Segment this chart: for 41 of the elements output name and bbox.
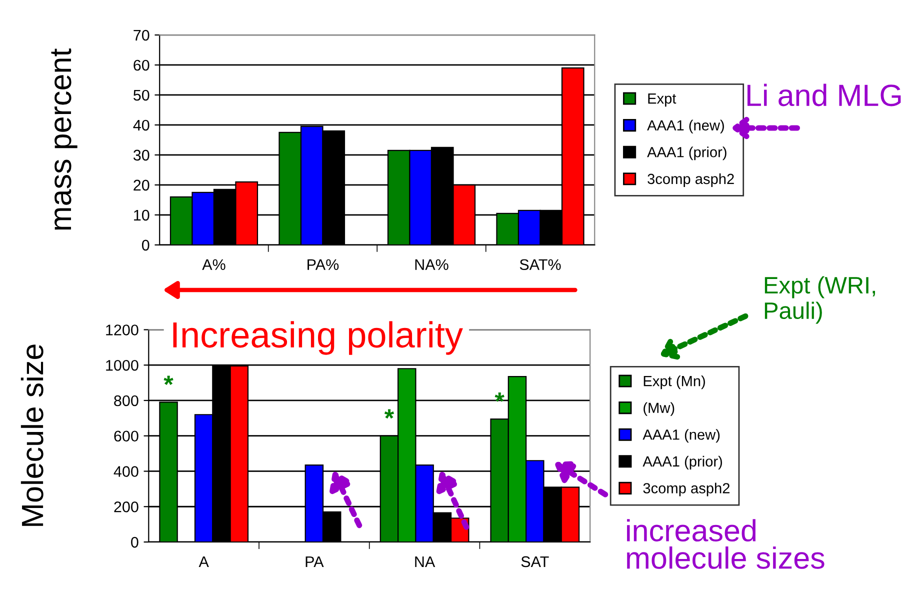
- y-tick-label: 20: [134, 180, 150, 191]
- legend-label: Expt: [648, 94, 676, 107]
- legend-label: Expt (Mn): [644, 376, 705, 390]
- y-tick-label: 1000: [106, 360, 138, 371]
- x-tick-label: PA: [306, 556, 324, 567]
- y-tick-label: 800: [114, 395, 138, 406]
- legend-label: 3comp asph2: [643, 482, 730, 496]
- x-tick-label: SAT: [521, 556, 549, 568]
- text: Li and MLG: [748, 84, 901, 106]
- annotation: *: [494, 392, 504, 402]
- legend-label: AAA1 (prior): [642, 456, 722, 470]
- y-tick-label: 50: [133, 90, 150, 101]
- y-tick-label: 400: [114, 466, 138, 477]
- y-tick-label: 70: [134, 30, 150, 41]
- legend-label: (Mw): [644, 402, 674, 416]
- y-tick-label: 0: [131, 536, 138, 548]
- legend-label: AAA1 (new): [642, 429, 720, 443]
- y-axis-title: Molecule size: [20, 344, 44, 526]
- x-tick-label: NA%: [415, 259, 448, 270]
- y-tick-label: 10: [134, 210, 150, 221]
- text: Expt (WRI, Pauli): [764, 276, 875, 324]
- x-tick-label: NA: [415, 556, 436, 567]
- y-tick-label: 0: [142, 240, 150, 251]
- y-tick-label: 200: [114, 501, 138, 512]
- legend-label: AAA1 (prior): [647, 146, 726, 160]
- x-tick-label: A%: [202, 259, 226, 270]
- legend-label: AAA1 (new): [647, 120, 724, 134]
- x-tick-label: A: [198, 556, 209, 567]
- y-tick-label: 600: [114, 430, 138, 442]
- y-tick-label: 60: [134, 60, 150, 71]
- annotation: *: [384, 409, 394, 419]
- y-tick-label: 30: [133, 150, 150, 161]
- legend-label: 3comp asph2: [648, 173, 734, 187]
- y-tick-label: 1200: [106, 324, 138, 336]
- annotation: *: [164, 376, 174, 385]
- x-tick-label: SAT%: [520, 259, 561, 270]
- x-tick-label: PA%: [308, 259, 339, 270]
- y-tick-label: 40: [133, 120, 150, 131]
- y-axis-title: mass percent: [51, 48, 78, 230]
- text: increased molecule sizes: [627, 519, 824, 569]
- annotation: Increasing polarity: [173, 321, 463, 355]
